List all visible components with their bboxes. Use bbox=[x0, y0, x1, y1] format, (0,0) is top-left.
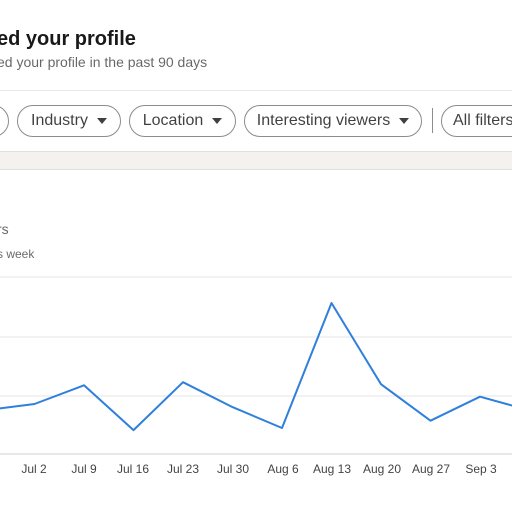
data-point[interactable] bbox=[180, 379, 186, 385]
data-point[interactable] bbox=[428, 418, 434, 424]
data-point[interactable] bbox=[477, 394, 483, 400]
x-tick-label: Aug 20 bbox=[363, 462, 401, 476]
data-point[interactable] bbox=[81, 382, 87, 388]
filter-interesting-viewers-label: Interesting viewers bbox=[256, 112, 391, 129]
chart-gridlines bbox=[0, 276, 512, 455]
page-subtitle: ed your profile in the past 90 days bbox=[0, 54, 208, 70]
data-point[interactable] bbox=[230, 404, 236, 410]
data-point[interactable] bbox=[378, 381, 384, 387]
filter-interesting-viewers-button[interactable]: Interesting viewers bbox=[244, 105, 422, 137]
filter-divider bbox=[432, 108, 433, 133]
x-tick-label: Jul 16 bbox=[117, 462, 149, 476]
all-filters-button[interactable]: All filters bbox=[441, 105, 512, 137]
filter-industry-label: Industry bbox=[31, 112, 88, 129]
data-point[interactable] bbox=[131, 427, 137, 433]
x-tick-label: Sep 3 bbox=[465, 462, 497, 476]
caret-down-icon bbox=[212, 118, 223, 124]
header-card: ed your profile ed your profile in the p… bbox=[0, 0, 512, 152]
x-tick-label: Aug 6 bbox=[267, 462, 299, 476]
x-tick-label: Jul 2 bbox=[21, 462, 47, 476]
x-tick-label: Jul 30 bbox=[217, 462, 249, 476]
chart-subtitle: s week bbox=[0, 247, 35, 261]
data-point[interactable] bbox=[32, 401, 38, 407]
filter-industry-button[interactable]: Industry bbox=[17, 105, 121, 137]
caret-down-icon bbox=[399, 118, 410, 124]
chart-series bbox=[0, 300, 512, 433]
data-point[interactable] bbox=[329, 300, 335, 306]
x-tick-label: Aug 13 bbox=[313, 462, 351, 476]
page-title: ed your profile bbox=[0, 28, 136, 50]
views-series-line bbox=[0, 302, 512, 432]
data-point[interactable] bbox=[279, 425, 285, 431]
all-filters-label: All filters bbox=[453, 112, 512, 129]
chart-title: rs bbox=[0, 221, 9, 237]
header-divider bbox=[0, 90, 512, 91]
filter-location-button[interactable]: Location bbox=[129, 105, 236, 137]
chart-card bbox=[0, 169, 512, 512]
x-tick-label: Aug 27 bbox=[412, 462, 450, 476]
caret-down-icon bbox=[96, 118, 107, 124]
filter-location-label: Location bbox=[142, 112, 204, 129]
x-tick-label: Jul 9 bbox=[71, 462, 97, 476]
x-tick-label: Jul 23 bbox=[167, 462, 199, 476]
